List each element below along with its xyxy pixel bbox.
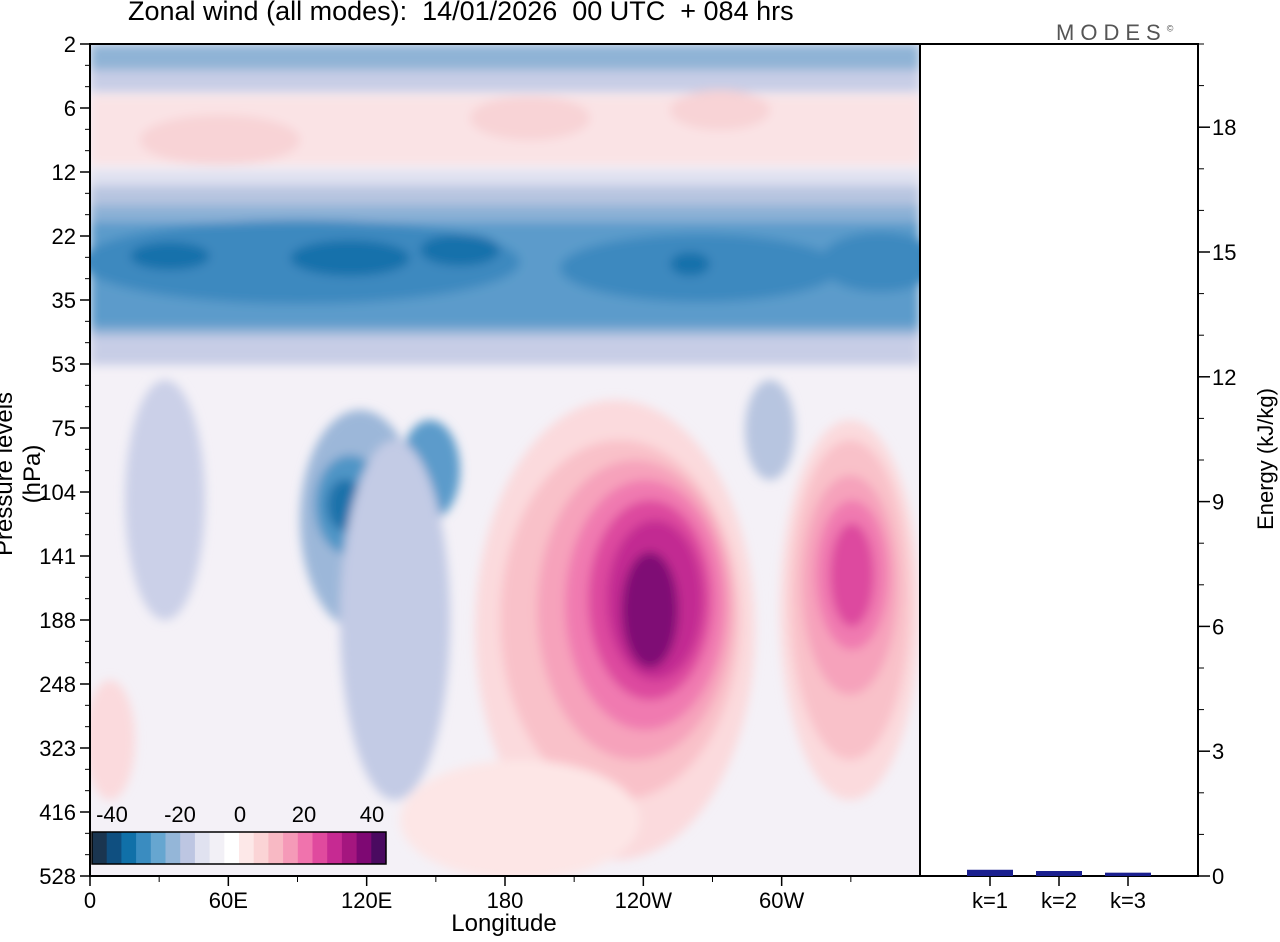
colorbar-swatch <box>224 832 240 864</box>
x-tick-label: 0 <box>84 888 96 913</box>
x-tick-label: 180 <box>487 888 524 913</box>
energy-bar <box>1105 872 1151 876</box>
energy-axis-label: Energy (kJ/kg) <box>1253 388 1278 530</box>
colorbar-swatch <box>180 832 196 864</box>
colorbar-label: -20 <box>164 802 196 827</box>
energy-tick-label: 6 <box>1212 614 1224 639</box>
y-tick-label: 323 <box>39 736 76 761</box>
colorbar: -40 -20 0 20 40 <box>91 802 387 865</box>
energy-bars: k=1 k=2 k=3 <box>967 869 1151 913</box>
x-tick-label: 60W <box>759 888 804 913</box>
bar-category-label: k=1 <box>972 888 1008 913</box>
y-tick-label: 528 <box>39 864 76 889</box>
wind-heatmap <box>90 44 920 876</box>
energy-axis: 0 3 6 9 12 15 18 <box>1198 43 1236 889</box>
colorbar-swatch <box>209 832 225 864</box>
energy-tick-label: 15 <box>1212 240 1236 265</box>
pressure-axis: 2 6 12 22 35 53 75 104 141 188 248 323 416 528 <box>39 32 90 889</box>
x-axis-label: Longitude <box>451 910 557 937</box>
y-tick-label: 416 <box>39 800 76 825</box>
colorbar-swatch <box>239 832 255 864</box>
colorbar-swatch <box>283 832 299 864</box>
modes-logo: MODES© <box>1056 20 1173 46</box>
logo-text: MODES <box>1056 20 1167 45</box>
x-tick-label: 60E <box>209 888 248 913</box>
y-tick-label: 35 <box>52 288 76 313</box>
colorbar-swatch <box>92 832 108 864</box>
colorbar-swatch <box>165 832 181 864</box>
energy-tick-label: 9 <box>1212 490 1224 515</box>
colorbar-swatch <box>371 832 387 864</box>
colorbar-swatch <box>253 832 269 864</box>
x-tick-label: 120W <box>615 888 673 913</box>
colorbar-label: 40 <box>360 802 384 827</box>
energy-bar <box>967 869 1013 876</box>
energy-tick-label: 0 <box>1212 864 1224 889</box>
energy-tick-label: 12 <box>1212 365 1236 390</box>
colorbar-swatch <box>297 832 313 864</box>
colorbar-swatch <box>312 832 328 864</box>
colorbar-swatch <box>150 832 166 864</box>
y-tick-label: 141 <box>39 544 76 569</box>
y-axis-label: Pressure levels (hPa) <box>0 391 46 557</box>
colorbar-swatch <box>327 832 343 864</box>
y-tick-label: 104 <box>39 480 76 505</box>
colorbar-swatch <box>356 832 372 864</box>
colorbar-label: -40 <box>96 802 128 827</box>
y-tick-label: 12 <box>52 160 76 185</box>
longitude-axis: 0 60E 120E 180 120W 60W <box>84 876 852 913</box>
y-tick-label: 248 <box>39 672 76 697</box>
colorbar-swatch <box>136 832 152 864</box>
energy-bar <box>1036 871 1082 876</box>
y-tick-label: 188 <box>39 608 76 633</box>
logo-mark: © <box>1166 23 1174 34</box>
bar-category-label: k=3 <box>1110 888 1146 913</box>
colorbar-swatch <box>341 832 358 864</box>
x-tick-label: 120E <box>341 888 392 913</box>
y-tick-label: 75 <box>52 416 76 441</box>
colorbar-frame <box>91 831 387 865</box>
bar-frame <box>919 43 1199 877</box>
colorbar-swatch <box>121 832 137 864</box>
y-tick-label: 6 <box>64 96 76 121</box>
colorbar-swatch <box>268 832 284 864</box>
y-tick-label: 53 <box>52 352 76 377</box>
y-tick-label: 2 <box>64 32 76 57</box>
chart-title: Zonal wind (all modes): 14/01/2026 00 UT… <box>128 0 794 26</box>
colorbar-label: 0 <box>234 802 246 827</box>
energy-tick-label: 3 <box>1212 739 1224 764</box>
colorbar-label: 20 <box>292 802 316 827</box>
colorbar-swatch <box>106 832 122 864</box>
y-tick-label: 22 <box>52 224 76 249</box>
bar-category-label: k=2 <box>1041 888 1077 913</box>
energy-tick-label: 18 <box>1212 115 1236 140</box>
colorbar-swatch <box>194 832 211 864</box>
